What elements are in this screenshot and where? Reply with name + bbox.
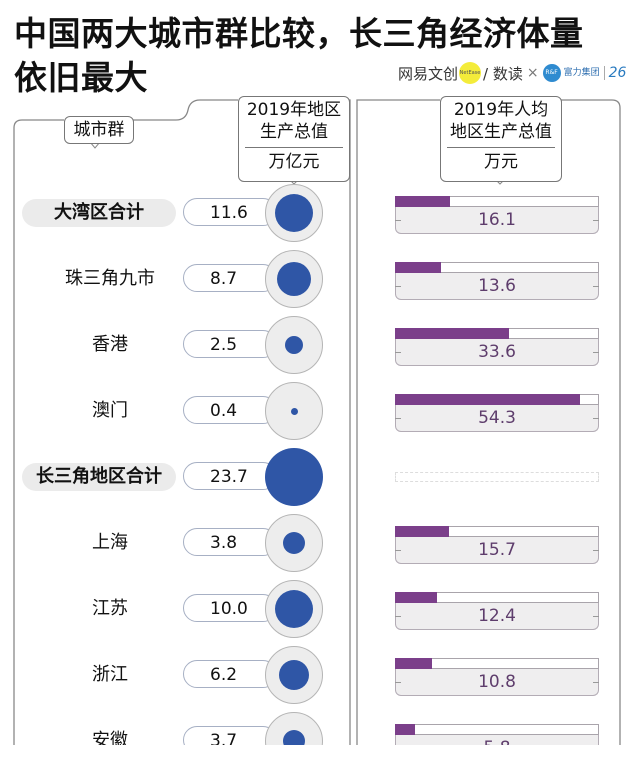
gdp-value: 10.0: [183, 594, 277, 622]
gdp-circle-icon: [275, 194, 313, 232]
data-row: 香港 2.5 33.6: [0, 312, 640, 378]
per-capita-value: 16.1: [478, 210, 516, 230]
gdp-circle-icon: [265, 448, 323, 506]
chart-title-line-2: 依旧最大: [14, 58, 148, 97]
times-symbol: ×: [526, 65, 539, 81]
gdp-value: 23.7: [183, 462, 277, 490]
header-gdp-line2: 生产总值: [260, 122, 328, 142]
logo-divider: [603, 66, 605, 80]
data-row: 珠三角九市 8.7 13.6: [0, 246, 640, 312]
header-city-group: 城市群: [64, 116, 134, 144]
per-capita-value: 13.6: [478, 276, 516, 296]
data-row: 浙江 6.2 10.8: [0, 642, 640, 708]
per-capita-value: 33.6: [478, 342, 516, 362]
chart-title-line-1: 中国两大城市群比较，长三角经济体量: [14, 14, 584, 53]
gdp-circle-icon: [275, 590, 313, 628]
gdp-value: 0.4: [183, 396, 277, 424]
city-label: 上海: [92, 532, 128, 553]
gdp-value: 3.7: [183, 726, 277, 745]
per-capita-value: 12.4: [478, 606, 516, 626]
data-row: 长三角地区合计 23.7: [0, 444, 640, 510]
per-capita-bar: 12.4: [395, 592, 599, 630]
header-gdp-line1: 2019年地区: [246, 100, 342, 120]
header-gdp-unit: 万亿元: [245, 147, 343, 173]
per-capita-fill: [395, 724, 415, 735]
rf-logo-icon: R&F: [542, 64, 561, 82]
gdp-circle-icon: [283, 532, 305, 554]
city-label: 澳门: [92, 400, 128, 421]
per-capita-value: 15.7: [478, 540, 516, 560]
data-row: 上海 3.8 15.7: [0, 510, 640, 576]
city-label: 大湾区合计: [22, 199, 176, 227]
shudu-label: / 数读: [483, 64, 523, 83]
header-gdp-per-capita: 2019年人均 地区生产总值 万元: [440, 96, 562, 182]
city-label: 安徽: [92, 730, 128, 745]
header-pc-unit: 万元: [447, 147, 555, 173]
city-label: 长三角地区合计: [22, 463, 176, 491]
per-capita-fill: [395, 658, 432, 669]
header-pc-line1: 2019年人均: [453, 100, 549, 120]
per-capita-bar: 10.8: [395, 658, 599, 696]
source-logos: 网易文创 NetEase / 数读 × R&F 富力集团 26: [398, 62, 626, 84]
data-row: 江苏 10.0 12.4: [0, 576, 640, 642]
per-capita-value: 10.8: [478, 672, 516, 692]
gdp-value: 8.7: [183, 264, 277, 292]
per-capita-bar-empty: [395, 472, 599, 510]
gdp-value: 2.5: [183, 330, 277, 358]
per-capita-bar: 15.7: [395, 526, 599, 564]
gdp-value: 11.6: [183, 198, 277, 226]
gdp-circle-icon: [279, 660, 309, 690]
per-capita-value: 5.8: [395, 735, 599, 745]
per-capita-fill: [395, 262, 441, 273]
gdp-value: 6.2: [183, 660, 277, 688]
data-row: 大湾区合计 11.6 16.1: [0, 180, 640, 246]
city-label: 香港: [92, 334, 128, 355]
data-row: 澳门 0.4 54.3: [0, 378, 640, 444]
per-capita-fill: [395, 394, 580, 405]
anniversary-logo-icon: 26: [608, 65, 627, 81]
header-gdp: 2019年地区 生产总值 万亿元: [238, 96, 350, 182]
gdp-value: 3.8: [183, 528, 277, 556]
netease-badge-icon: NetEase: [459, 62, 482, 84]
per-capita-fill: [395, 592, 437, 603]
rf-group-name: 富力集团: [563, 67, 600, 78]
gdp-circle-icon: [277, 262, 311, 296]
data-row: 安徽 3.7 5.8: [0, 708, 640, 745]
per-capita-value: 54.3: [478, 408, 516, 428]
netease-brand: 网易文创: [398, 64, 459, 83]
city-label: 江苏: [92, 598, 128, 619]
per-capita-bar: 54.3: [395, 394, 599, 432]
per-capita-fill: [395, 526, 449, 537]
per-capita-fill: [395, 196, 450, 207]
per-capita-fill: [395, 328, 509, 339]
gdp-circle-icon: [283, 730, 305, 745]
city-label: 浙江: [92, 664, 128, 685]
gdp-circle-icon: [285, 336, 303, 354]
per-capita-bar: 16.1: [395, 196, 599, 234]
per-capita-bar: 13.6: [395, 262, 599, 300]
city-label: 珠三角九市: [65, 268, 155, 289]
header-pc-line2: 地区生产总值: [450, 122, 552, 142]
per-capita-bar: 5.8: [395, 724, 599, 745]
per-capita-bar: 33.6: [395, 328, 599, 366]
gdp-circle-icon: [291, 408, 298, 415]
